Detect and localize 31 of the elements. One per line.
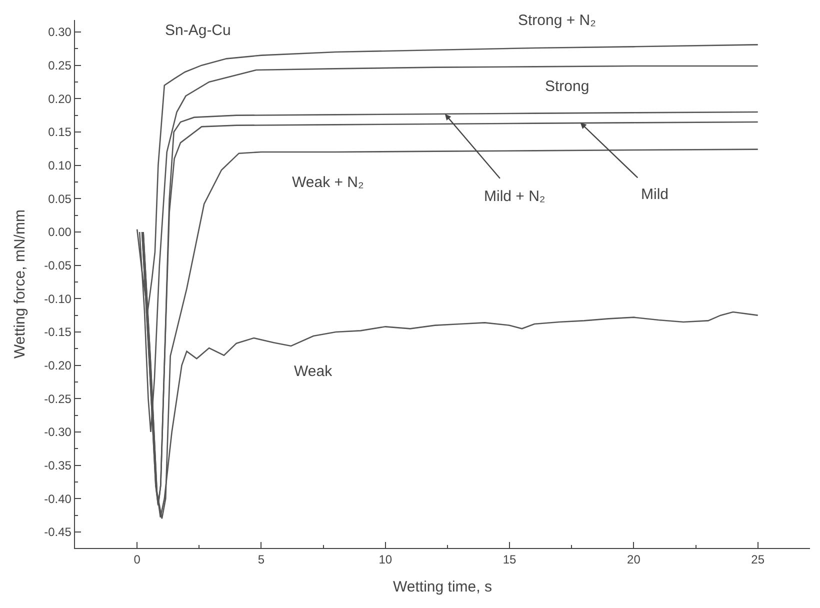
y-tick-label: 0.25: [48, 58, 72, 73]
annotation: Sn-Ag-Cu: [165, 22, 231, 39]
annotation: Weak + N₂: [292, 174, 364, 191]
annotation: Strong + N₂: [518, 12, 596, 29]
y-tick-label: -0.20: [44, 358, 72, 373]
y-tick-label: -0.05: [44, 258, 72, 273]
x-axis-title: Wetting time, s: [393, 578, 492, 596]
x-tick-label: 25: [751, 552, 765, 567]
y-tick-label: -0.10: [44, 292, 72, 306]
x-tick-label: 10: [378, 552, 392, 567]
y-tick-label: -0.25: [44, 392, 72, 406]
y-tick-label: -0.30: [44, 425, 72, 440]
y-tick-label: 0.30: [48, 25, 72, 40]
annotation: Mild + N₂: [484, 188, 546, 205]
y-tick-label: -0.40: [44, 492, 72, 506]
y-tick-label: -0.35: [44, 458, 72, 473]
y-tick-label: 0.05: [48, 192, 72, 206]
y-tick-label: -0.45: [44, 525, 72, 540]
x-tick-label: 20: [627, 552, 641, 567]
y-axis-title: Wetting force, mN/mm: [11, 210, 28, 358]
y-tick-label: 0.20: [48, 92, 72, 106]
annotation: Mild: [641, 186, 669, 203]
annotation: Strong: [545, 78, 590, 95]
x-tick-label: 15: [502, 552, 517, 567]
y-tick-label: 0.10: [48, 158, 72, 173]
y-tick-label: 0.00: [48, 225, 72, 240]
x-tick-label: 5: [258, 552, 265, 567]
annotation: Weak: [294, 363, 333, 380]
x-tick-label: 0: [134, 552, 141, 567]
y-tick-label: 0.15: [48, 125, 72, 140]
y-tick-label: -0.15: [44, 325, 72, 340]
